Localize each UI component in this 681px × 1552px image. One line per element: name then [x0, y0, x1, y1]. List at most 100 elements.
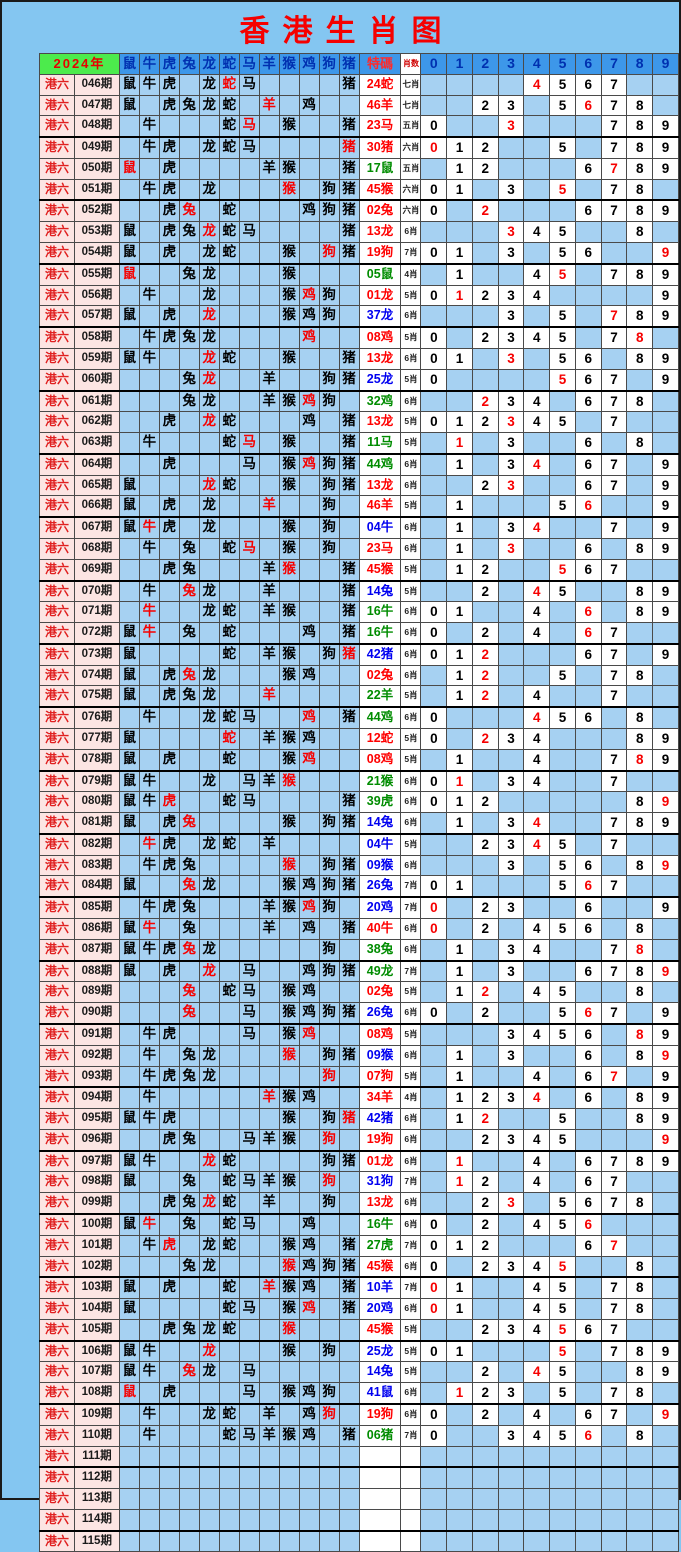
zodiac-cell — [198, 1213, 220, 1236]
table-row: 港六 105期虎兔龙蛇猴 45猴 5肖 2 3 4 5 6 7 — [39, 1318, 679, 1342]
zodiac-cell: 猴 — [279, 1424, 300, 1447]
zodiac-cell — [299, 178, 320, 202]
zodiac-cell — [118, 1044, 140, 1067]
zodiac-cell — [259, 1488, 280, 1510]
zodiac-cell — [259, 136, 280, 159]
digit-cell — [420, 1128, 448, 1152]
zodiac-count-cell: 6肖 — [400, 1150, 422, 1173]
digit-cell: 2 — [472, 1002, 499, 1025]
zodiac-cell — [299, 1192, 320, 1215]
zodiac-cell: 马 — [238, 432, 260, 455]
digit-cell: 1 — [446, 453, 473, 476]
digit-cell — [472, 1023, 499, 1046]
zodiac-cell: 虎 — [158, 199, 180, 223]
row-prefix: 港六 — [39, 938, 75, 962]
zodiac-count-cell — [400, 1508, 422, 1532]
table-row: 港六 100期鼠牛兔蛇马鸡 16牛 6肖 0 2 4 5 6 — [39, 1213, 679, 1236]
zodiac-cell: 牛 — [138, 432, 160, 455]
digit-cell — [574, 1340, 602, 1363]
digit-cell — [498, 748, 525, 772]
row-prefix: 港六 — [39, 199, 75, 223]
zodiac-count-cell: 6肖 — [400, 453, 422, 476]
zodiac-cell: 龙 — [198, 1340, 220, 1363]
digit-cell — [574, 791, 602, 814]
digit-cell — [446, 221, 473, 244]
zodiac-cell — [238, 1044, 260, 1067]
zodiac-cell — [299, 685, 320, 709]
digit-cell: 6 — [574, 73, 602, 96]
zodiac-header-5: 蛇 — [218, 53, 240, 75]
digit-cell: 9 — [652, 960, 679, 983]
zodiac-cell — [238, 601, 260, 624]
zodiac-cell: 狗 — [319, 1255, 340, 1279]
zodiac-cell — [138, 1445, 160, 1469]
digit-cell — [626, 1445, 654, 1469]
zodiac-cell — [118, 1086, 140, 1110]
digit-cell: 2 — [472, 558, 499, 582]
digit-cell — [574, 580, 602, 603]
zodiac-cell: 羊 — [259, 157, 280, 180]
table-row: 港六 089期兔蛇马猴鸡 02兔 5肖 1 2 4 5 8 — [39, 981, 679, 1004]
zodiac-cell — [158, 284, 180, 307]
period-cell: 076期 — [73, 706, 120, 730]
digit-cell: 2 — [472, 1108, 499, 1130]
zodiac-cell: 猪 — [339, 1255, 360, 1279]
period-cell: 060期 — [73, 368, 120, 392]
row-prefix: 港六 — [39, 728, 75, 750]
period-cell: 102期 — [73, 1255, 120, 1279]
digit-cell — [574, 221, 602, 244]
digit-cell: 7 — [600, 411, 628, 434]
row-prefix: 港六 — [39, 1213, 75, 1236]
zodiac-cell — [299, 791, 320, 814]
zodiac-cell — [279, 938, 300, 962]
digit-cell: 4 — [523, 706, 551, 730]
digit-cell — [652, 1276, 679, 1300]
zodiac-cell — [198, 1108, 220, 1130]
digit-cell: 8 — [626, 305, 654, 329]
digit-cell: 7 — [600, 558, 628, 582]
zodiac-cell — [299, 1128, 320, 1152]
zodiac-cell — [238, 1530, 260, 1552]
zodiac-cell: 兔 — [178, 221, 200, 244]
digit-cell — [600, 1023, 628, 1046]
digit-cell — [549, 728, 576, 750]
digit-cell — [498, 1276, 525, 1300]
digit-cell — [626, 558, 654, 582]
digit-cell — [652, 1382, 679, 1406]
digit-cell — [626, 1488, 654, 1510]
zodiac-cell: 龙 — [198, 875, 220, 899]
zodiac-cell — [118, 1128, 140, 1152]
zodiac-cell — [299, 558, 320, 582]
digit-cell — [420, 389, 448, 413]
zodiac-cell — [178, 1382, 200, 1406]
zodiac-cell: 鸡 — [299, 1255, 320, 1279]
zodiac-cell — [178, 305, 200, 329]
digit-cell — [523, 368, 551, 392]
digit-cell — [549, 1530, 576, 1552]
digit-cell — [574, 812, 602, 835]
zodiac-cell — [319, 136, 340, 159]
table-row: 港六 106期鼠牛龙猴狗 25龙 5肖 0 1 5 7 8 9 — [39, 1340, 679, 1363]
digit-cell — [420, 1382, 448, 1406]
zodiac-cell — [259, 664, 280, 687]
digit-cell: 6 — [574, 94, 602, 117]
period-cell: 067期 — [73, 516, 120, 539]
digit-cell — [420, 1023, 448, 1046]
zodiac-cell — [218, 580, 240, 603]
zodiac-cell: 龙 — [198, 389, 220, 413]
zodiac-count-cell: 6肖 — [400, 1044, 422, 1067]
zodiac-cell — [259, 1382, 280, 1406]
special-number-cell — [358, 1488, 402, 1510]
row-prefix: 港六 — [39, 347, 75, 370]
digit-cell: 4 — [523, 580, 551, 603]
digit-cell — [574, 1276, 602, 1300]
zodiac-cell: 猴 — [279, 896, 300, 920]
zodiac-cell — [279, 1213, 300, 1236]
digit-cell: 2 — [472, 1318, 499, 1342]
zodiac-cell: 狗 — [319, 537, 340, 560]
digit-cell — [626, 833, 654, 856]
zodiac-cell — [198, 1382, 220, 1406]
digit-cell — [523, 242, 551, 265]
zodiac-cell: 兔 — [178, 854, 200, 877]
zodiac-cell — [259, 516, 280, 539]
